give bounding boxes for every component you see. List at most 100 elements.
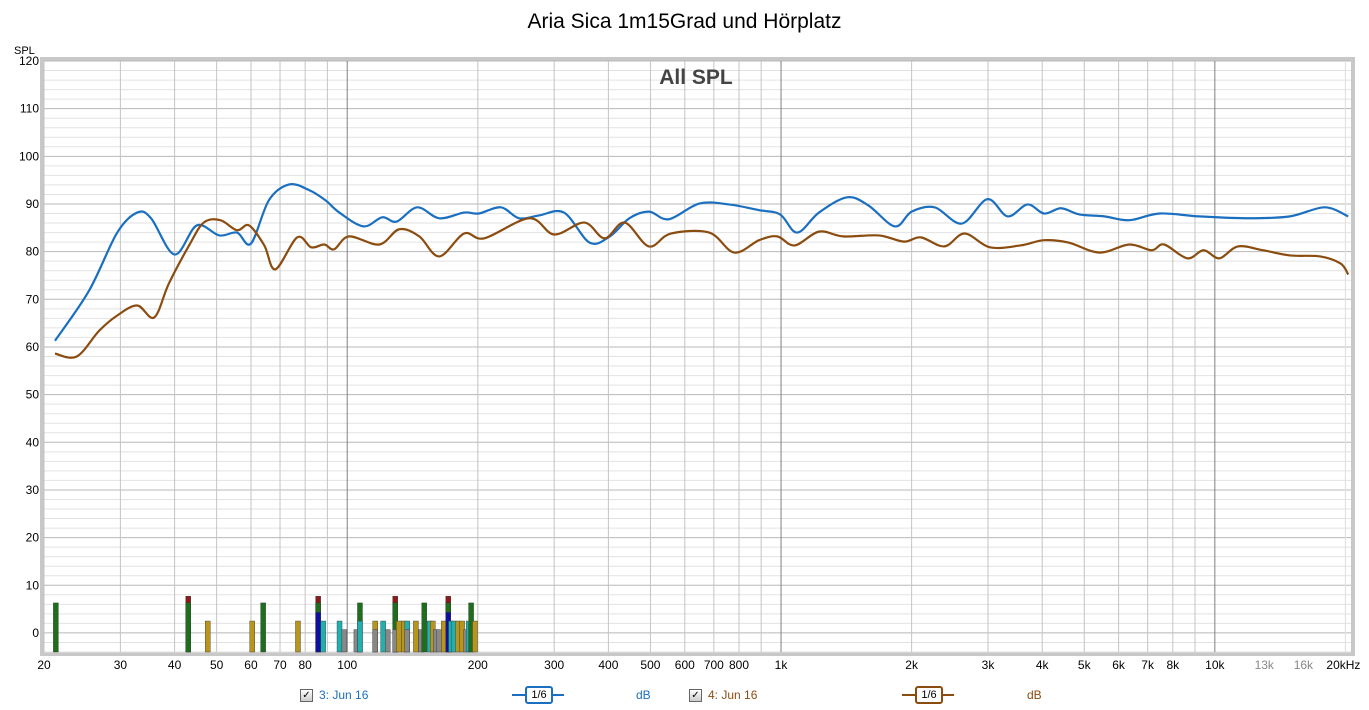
x-tick-label: 800 xyxy=(729,658,749,672)
chart-annotation: All SPL xyxy=(659,66,733,89)
bar-segment xyxy=(372,629,378,653)
series-1-smoothing: 1/6 xyxy=(525,686,553,704)
distortion-bar xyxy=(205,620,211,653)
x-tick-label: 700 xyxy=(704,658,724,672)
bar-segment xyxy=(295,620,301,653)
legend-item-2: ✓ 4: Jun 16 xyxy=(689,688,757,702)
y-tick-label: 110 xyxy=(20,102,39,116)
x-tick-label: 30 xyxy=(114,658,128,672)
distortion-bar xyxy=(315,596,321,653)
chart-title: Aria Sica 1m15Grad und Hörplatz xyxy=(527,10,842,33)
series-line-2 xyxy=(54,217,1350,359)
bar-segment xyxy=(396,620,402,653)
distortion-bar xyxy=(385,629,391,653)
bar-segment xyxy=(441,620,447,653)
series-1-name: 3: Jun 16 xyxy=(319,688,369,702)
x-tick-label: 1k xyxy=(775,658,789,672)
bar-segment xyxy=(380,620,386,653)
x-tick-label: 20 xyxy=(37,658,51,672)
bar-segment xyxy=(260,602,266,653)
y-tick-label: 80 xyxy=(26,245,40,259)
x-tick-label: 500 xyxy=(640,658,660,672)
bar-segment xyxy=(205,620,211,653)
bar-segment xyxy=(436,629,442,653)
y-tick-label: 60 xyxy=(26,340,40,354)
y-tick-label: 120 xyxy=(19,54,39,68)
y-tick-label: 70 xyxy=(26,292,40,306)
y-tick-label: 0 xyxy=(32,626,39,640)
bar-segment xyxy=(249,620,255,653)
y-tick-label: 100 xyxy=(19,149,39,163)
x-tick-label: 4k xyxy=(1036,658,1050,672)
bar-segment xyxy=(336,620,343,653)
x-tick-label: 6k xyxy=(1112,658,1126,672)
distortion-bar xyxy=(421,602,427,653)
series-line-1 xyxy=(54,183,1349,342)
x-tick-label: 300 xyxy=(544,658,564,672)
x-tick-label: 400 xyxy=(598,658,618,672)
bar-segment xyxy=(320,620,326,653)
bar-segment xyxy=(53,602,59,653)
distortion-bar xyxy=(436,629,442,653)
x-tick-label: 100 xyxy=(337,658,357,672)
bar-segment xyxy=(185,602,191,653)
series-1-smoothing-button[interactable]: 1/6 xyxy=(512,686,564,704)
y-tick-label: 40 xyxy=(26,435,40,449)
x-tick-label: 70 xyxy=(273,658,287,672)
distortion-bar xyxy=(445,596,451,653)
series-2-unit: dB xyxy=(1027,688,1042,702)
series-2-smoothing: 1/6 xyxy=(915,686,943,704)
distortion-bar xyxy=(185,596,191,653)
series-1-unit: dB xyxy=(636,688,651,702)
y-tick-label: 30 xyxy=(26,483,40,497)
bar-segment xyxy=(404,629,410,653)
distortion-bar xyxy=(380,620,386,653)
distortion-bar xyxy=(295,620,301,653)
x-tick-label: 13k xyxy=(1255,658,1275,672)
y-tick-label: 10 xyxy=(26,578,40,592)
x-tick-label: 3k xyxy=(982,658,996,672)
bar-segment xyxy=(341,629,348,653)
y-tick-label: 20 xyxy=(26,531,40,545)
x-tick-label: 600 xyxy=(675,658,695,672)
distortion-bar xyxy=(341,629,348,653)
distortion-bar xyxy=(260,602,266,653)
bar-segment xyxy=(472,620,478,653)
x-tick-label: 200 xyxy=(468,658,488,672)
bar-segment xyxy=(421,602,427,653)
distortion-bar xyxy=(404,620,410,653)
bar-segment xyxy=(357,620,363,653)
x-tick-label: 5k xyxy=(1078,658,1092,672)
x-tick-label: 8k xyxy=(1166,658,1180,672)
legend-item-1: ✓ 3: Jun 16 xyxy=(300,688,368,702)
distortion-bar xyxy=(472,620,478,653)
distortion-bar xyxy=(357,602,363,653)
x-tick-label: 7k xyxy=(1141,658,1155,672)
distortion-bar xyxy=(413,620,419,653)
distortion-bar xyxy=(396,620,402,653)
distortion-bar xyxy=(441,620,447,653)
distortion-bar xyxy=(320,620,326,653)
x-tick-label: 40 xyxy=(168,658,182,672)
series-2-name: 4: Jun 16 xyxy=(708,688,758,702)
distortion-bar xyxy=(53,602,59,653)
x-tick-label: 60 xyxy=(244,658,258,672)
x-tick-label: 80 xyxy=(299,658,313,672)
y-tick-label: 50 xyxy=(26,388,40,402)
distortion-bar xyxy=(372,620,378,653)
x-tick-label: 2k xyxy=(905,658,919,672)
x-tick-label: 20kHz xyxy=(1326,658,1360,672)
bar-segment xyxy=(413,620,419,653)
x-tick-label: 50 xyxy=(210,658,224,672)
x-tick-label: 10k xyxy=(1205,658,1225,672)
bar-segment xyxy=(385,629,391,653)
distortion-bar xyxy=(249,620,255,653)
bar-segment xyxy=(315,612,321,653)
x-tick-label: 16k xyxy=(1294,658,1314,672)
series-2-smoothing-button[interactable]: 1/6 xyxy=(902,686,954,704)
y-tick-label: 90 xyxy=(26,197,40,211)
series-1-checkbox[interactable]: ✓ xyxy=(300,688,313,702)
distortion-bar xyxy=(336,620,343,653)
series-2-checkbox[interactable]: ✓ xyxy=(689,688,702,702)
